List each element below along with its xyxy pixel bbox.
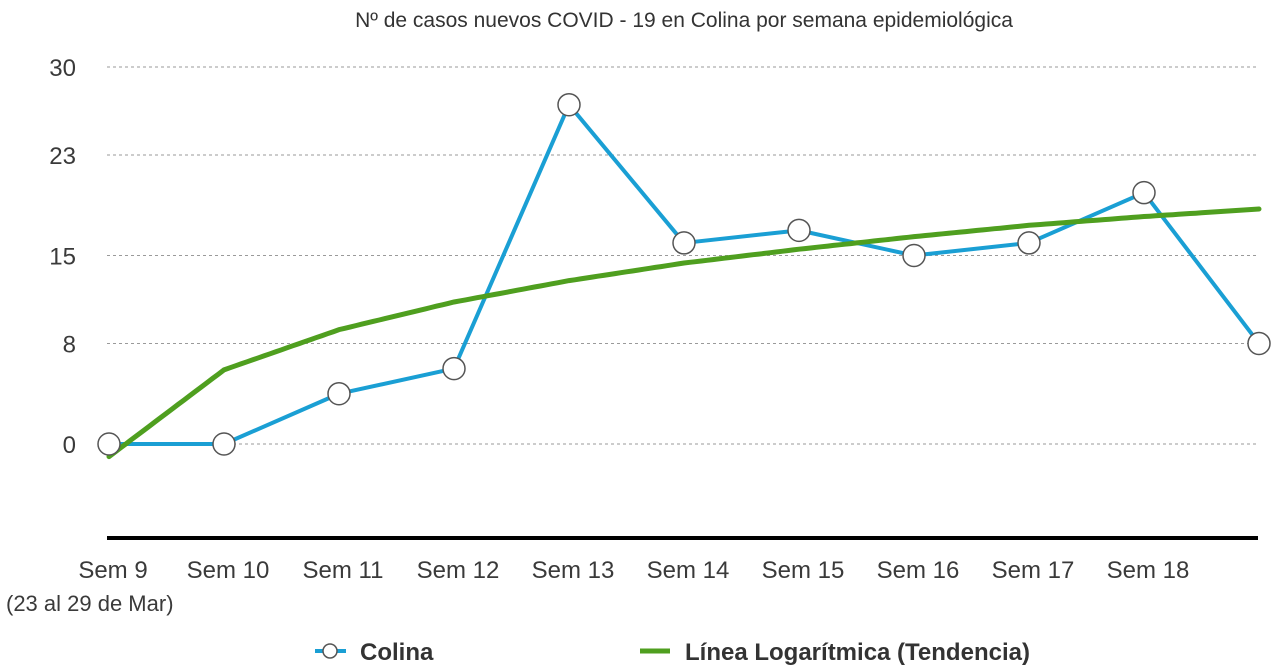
x-tick-label: Sem 14: [647, 557, 730, 584]
x-tick-label: Sem 15: [762, 557, 845, 584]
series-layer: [97, 92, 1271, 460]
data-point-colina: [442, 356, 466, 381]
data-point-colina: [902, 243, 926, 268]
data-point-colina: [212, 432, 236, 456]
y-axis-ticks: 30 23 15 8 0: [49, 55, 76, 459]
x-axis-sublabel: (23 al 29 de Mar): [6, 591, 174, 616]
legend-trend-label: Línea Logarítmica (Tendencia): [685, 639, 1030, 666]
x-tick-label: Sem 16: [877, 557, 960, 584]
x-axis-ticks: Sem 9 Sem 10 Sem 11 Sem 12 Sem 13 Sem 14 Sem 1…: [78, 557, 1189, 584]
y-tick-label: 23: [49, 143, 76, 170]
data-point-colina: [1132, 180, 1156, 205]
data-point-colina: [557, 92, 581, 117]
x-tick-label: Sem 13: [532, 557, 615, 584]
data-point-colina: [1247, 331, 1271, 356]
data-point-colina: [97, 432, 121, 456]
y-tick-label: 0: [63, 432, 76, 459]
y-tick-label: 8: [63, 331, 76, 358]
trendline-logaritmica: [106, 206, 1262, 460]
data-point-colina: [327, 381, 351, 406]
series-line-colina: [109, 102, 1261, 446]
legend-colina-marker: [322, 643, 338, 659]
data-point-colina: [1017, 231, 1041, 255]
legend: Colina Línea Logarítmica (Tendencia): [315, 639, 1030, 666]
x-tick-label: Sem 17: [992, 557, 1075, 584]
x-tick-label: Sem 11: [303, 557, 384, 584]
legend-colina-label: Colina: [360, 639, 434, 666]
gridlines: [107, 66, 1258, 445]
x-tick-label: Sem 9: [78, 557, 147, 584]
x-tick-label: Sem 18: [1107, 557, 1190, 584]
x-tick-label: Sem 12: [417, 557, 500, 584]
chart-title: Nº de casos nuevos COVID - 19 en Colina …: [355, 9, 1013, 32]
y-tick-label: 15: [49, 244, 76, 271]
x-tick-label: Sem 10: [187, 557, 270, 584]
data-point-colina: [672, 231, 696, 255]
y-tick-label: 30: [49, 55, 76, 82]
data-point-colina: [787, 218, 811, 243]
